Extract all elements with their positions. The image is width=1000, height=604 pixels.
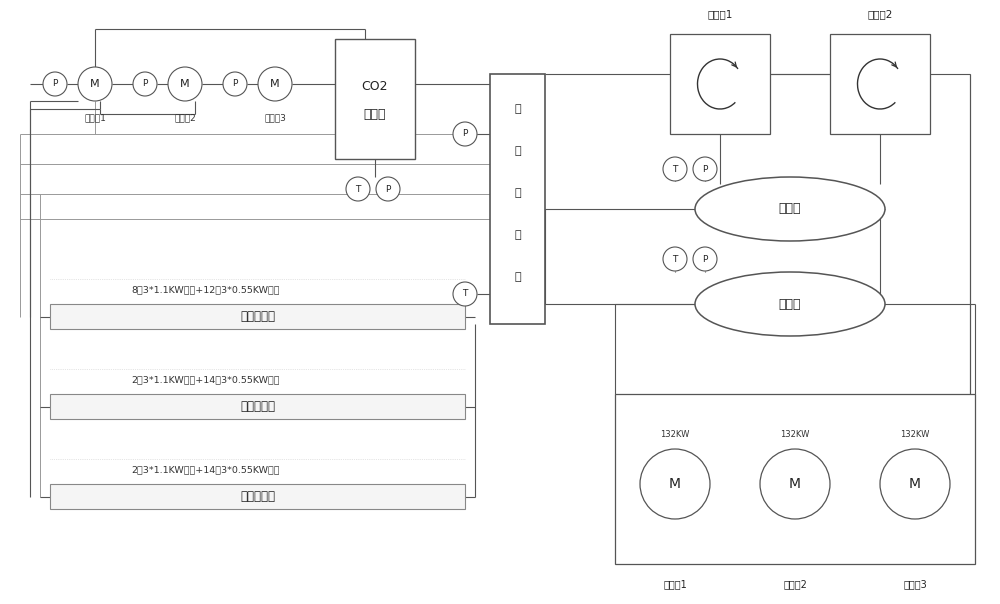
Text: 132KW: 132KW (900, 430, 930, 439)
Circle shape (640, 449, 710, 519)
Bar (50, 304, 465, 329)
Text: 冷: 冷 (514, 104, 521, 114)
Text: 凝: 凝 (514, 146, 521, 156)
Text: 2台3*1.1KW风机+14台3*0.55KW风机: 2台3*1.1KW风机+14台3*0.55KW风机 (131, 465, 280, 474)
Text: 8台3*1.1KW风机+12台3*0.55KW风机: 8台3*1.1KW风机+12台3*0.55KW风机 (131, 285, 280, 294)
Text: 压缩机2: 压缩机2 (783, 579, 807, 589)
Text: T: T (462, 289, 468, 298)
Text: 屏蔽泵1: 屏蔽泵1 (84, 113, 106, 122)
Bar (615, 394, 975, 564)
Circle shape (663, 157, 687, 181)
Circle shape (346, 177, 370, 201)
Text: P: P (142, 80, 148, 89)
Text: 132KW: 132KW (780, 430, 810, 439)
Text: 压空机1: 压空机1 (663, 579, 687, 589)
Circle shape (453, 122, 477, 146)
Text: 虹吸罐: 虹吸罐 (779, 202, 801, 216)
Text: M: M (909, 477, 921, 491)
Circle shape (663, 247, 687, 271)
Text: 二层调节站: 二层调节站 (240, 400, 275, 413)
Ellipse shape (695, 272, 885, 336)
Text: P: P (702, 164, 708, 173)
Text: 蒸: 蒸 (514, 188, 521, 198)
Text: 发: 发 (514, 230, 521, 240)
Text: P: P (462, 129, 468, 138)
Circle shape (693, 247, 717, 271)
Circle shape (168, 67, 202, 101)
Text: 三层调节站: 三层调节站 (240, 490, 275, 503)
Text: 一层调节站: 一层调节站 (240, 310, 275, 323)
Circle shape (760, 449, 830, 519)
Text: 132KW: 132KW (660, 430, 690, 439)
Text: M: M (270, 79, 280, 89)
Bar (335, 39, 415, 159)
Bar (490, 74, 545, 324)
Text: T: T (672, 164, 678, 173)
Text: P: P (232, 80, 238, 89)
Circle shape (223, 72, 247, 96)
Bar (50, 484, 465, 509)
Text: M: M (90, 79, 100, 89)
Circle shape (880, 449, 950, 519)
Text: M: M (669, 477, 681, 491)
Text: T: T (355, 184, 361, 193)
Text: 蒸发器1: 蒸发器1 (707, 9, 733, 19)
Text: 压缩机3: 压缩机3 (903, 579, 927, 589)
Circle shape (376, 177, 400, 201)
Circle shape (453, 282, 477, 306)
Text: M: M (789, 477, 801, 491)
Text: 储液罐: 储液罐 (779, 298, 801, 310)
Circle shape (78, 67, 112, 101)
Text: P: P (52, 80, 58, 89)
Circle shape (258, 67, 292, 101)
Circle shape (43, 72, 67, 96)
Text: 2台3*1.1KW风机+14台3*0.55KW风机: 2台3*1.1KW风机+14台3*0.55KW风机 (131, 375, 280, 384)
Text: 贮液器: 贮液器 (364, 108, 386, 121)
Circle shape (693, 157, 717, 181)
Bar (50, 394, 465, 419)
Text: 屏蔽泵3: 屏蔽泵3 (264, 113, 286, 122)
Text: CO2: CO2 (362, 80, 388, 94)
Circle shape (133, 72, 157, 96)
Text: 器: 器 (514, 272, 521, 282)
Ellipse shape (695, 177, 885, 241)
Text: T: T (672, 254, 678, 263)
Text: M: M (180, 79, 190, 89)
Text: P: P (702, 254, 708, 263)
Text: 屏蔽泵2: 屏蔽泵2 (174, 113, 196, 122)
Bar (830, 34, 930, 134)
Bar (670, 34, 770, 134)
Text: P: P (385, 184, 391, 193)
Text: 蒸发器2: 蒸发器2 (867, 9, 893, 19)
